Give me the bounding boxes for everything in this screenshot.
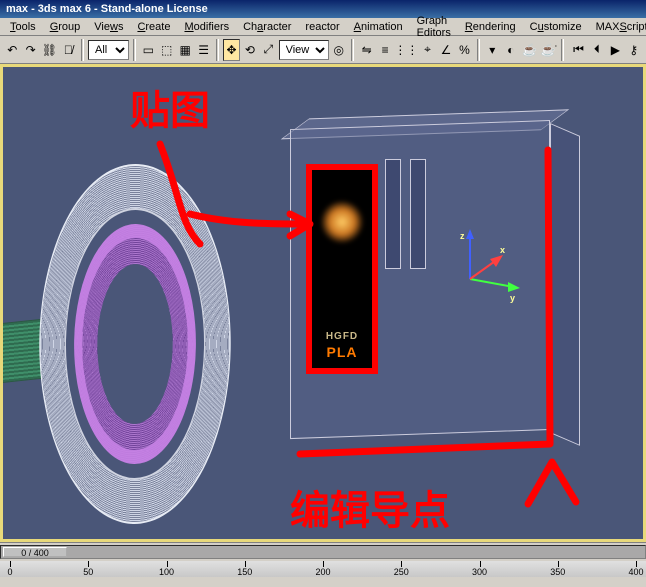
texture-poster-frame: HGFD PLA — [306, 164, 378, 374]
title-text: max - 3ds max 6 - Stand-alone License — [6, 3, 208, 15]
menu-views[interactable]: Views — [88, 20, 129, 34]
select-region-button[interactable]: ⬚ — [159, 39, 175, 61]
select-object-button[interactable]: ▭ — [140, 39, 156, 61]
menu-maxscript[interactable]: MAXScript — [590, 20, 646, 34]
toolbar-separator — [216, 39, 219, 61]
toolbar-separator — [133, 39, 136, 61]
rotate-button[interactable]: ⟲ — [242, 39, 258, 61]
move-button[interactable]: ✥ — [223, 39, 239, 61]
selection-filter-select[interactable]: All — [88, 40, 129, 60]
mesh-slot — [410, 159, 426, 269]
transform-gizmo[interactable]: x y z — [440, 229, 520, 309]
toolbar-separator — [477, 39, 480, 61]
ruler-tick-label: 250 — [394, 567, 409, 577]
percent-snap-button[interactable]: % — [456, 39, 472, 61]
goto-start-button[interactable]: ⏮ — [570, 39, 586, 61]
menu-reactor[interactable]: reactor — [299, 20, 345, 34]
scene-3d: HGFD PLA x y z 贴图 编辑导点 — [0, 64, 646, 542]
menu-animation[interactable]: Animation — [348, 20, 409, 34]
gizmo-label-z: z — [460, 231, 465, 241]
poster-text-2: PLA — [327, 344, 358, 360]
menu-character[interactable]: Character — [237, 20, 297, 34]
select-window-button[interactable]: ▦ — [177, 39, 193, 61]
mirror-button[interactable]: ⇋ — [358, 39, 374, 61]
redo-button[interactable]: ↷ — [22, 39, 38, 61]
ruler-tick-label: 150 — [237, 567, 252, 577]
ruler-tick-label: 0 — [7, 567, 12, 577]
ruler-tick-label: 300 — [472, 567, 487, 577]
poster-glow — [320, 200, 364, 244]
toolbar-separator — [81, 39, 84, 61]
menu-customize[interactable]: Customize — [524, 20, 588, 34]
gizmo-label-y: y — [510, 293, 515, 303]
named-sets-button[interactable]: ▾ — [484, 39, 500, 61]
ruler-tick-label: 400 — [628, 567, 643, 577]
poster-text-1: HGFD — [326, 331, 358, 342]
material-editor-button[interactable]: ◐ — [503, 39, 519, 61]
key-mode-button[interactable]: ⚷ — [626, 39, 642, 61]
align-button[interactable]: ≡ — [377, 39, 393, 61]
menu-tools[interactable]: Tools — [4, 20, 42, 34]
svg-text:编辑导点: 编辑导点 — [290, 488, 450, 533]
menu-create[interactable]: Create — [131, 20, 176, 34]
time-slider-thumb[interactable]: 0 / 400 — [3, 547, 67, 557]
menu-bar: Tools Group Views Create Modifiers Chara… — [0, 18, 646, 36]
menu-grapheditors[interactable]: Graph Editors — [411, 14, 457, 40]
time-slider-track[interactable]: 0 / 400 — [0, 545, 646, 559]
ruler-tick-label: 200 — [315, 567, 330, 577]
snap-toggle-button[interactable]: ⌖ — [419, 39, 435, 61]
link-button[interactable]: ⛓ — [41, 39, 58, 61]
menu-group[interactable]: Group — [44, 20, 87, 34]
ruler-tick-label: 100 — [159, 567, 174, 577]
quick-render-button[interactable]: ☕̇ — [540, 39, 557, 61]
select-by-name-button[interactable]: ☰ — [195, 39, 211, 61]
unlink-button[interactable]: ⛓̸ — [60, 39, 76, 61]
toolbar-separator — [351, 39, 354, 61]
mesh-slot — [385, 159, 401, 269]
undo-button[interactable]: ↶ — [4, 39, 20, 61]
use-center-button[interactable]: ◎ — [331, 39, 347, 61]
gizmo-label-x: x — [500, 245, 505, 255]
main-toolbar: ↶ ↷ ⛓ ⛓̸ All ▭ ⬚ ▦ ☰ ✥ ⟲ ⤢ View ◎ ⇋ ≡ ⋮⋮… — [0, 36, 646, 64]
ruler-tick-label: 350 — [550, 567, 565, 577]
ruler-tick-label: 50 — [83, 567, 93, 577]
toolbar-separator — [561, 39, 564, 61]
menu-rendering[interactable]: Rendering — [459, 20, 522, 34]
mesh-wheel — [36, 158, 235, 529]
scale-button[interactable]: ⤢ — [260, 39, 276, 61]
angle-snap-button[interactable]: ∠ — [438, 39, 454, 61]
ref-coord-select[interactable]: View — [279, 40, 329, 60]
play-button[interactable]: ▶ — [607, 39, 623, 61]
time-slider-region: 0 / 400 0 50 100 150 200 250 300 350 400 — [0, 542, 646, 587]
array-button[interactable]: ⋮⋮ — [395, 39, 417, 61]
prev-frame-button[interactable]: ⏴ — [589, 39, 605, 61]
title-bar: max - 3ds max 6 - Stand-alone License — [0, 0, 646, 18]
render-scene-button[interactable]: ☕ — [521, 39, 538, 61]
time-ruler[interactable]: 0 50 100 150 200 250 300 350 400 — [0, 561, 646, 577]
perspective-viewport[interactable]: HGFD PLA x y z 贴图 编辑导点 — [0, 64, 646, 542]
svg-text:贴图: 贴图 — [130, 88, 210, 133]
menu-modifiers[interactable]: Modifiers — [178, 20, 235, 34]
